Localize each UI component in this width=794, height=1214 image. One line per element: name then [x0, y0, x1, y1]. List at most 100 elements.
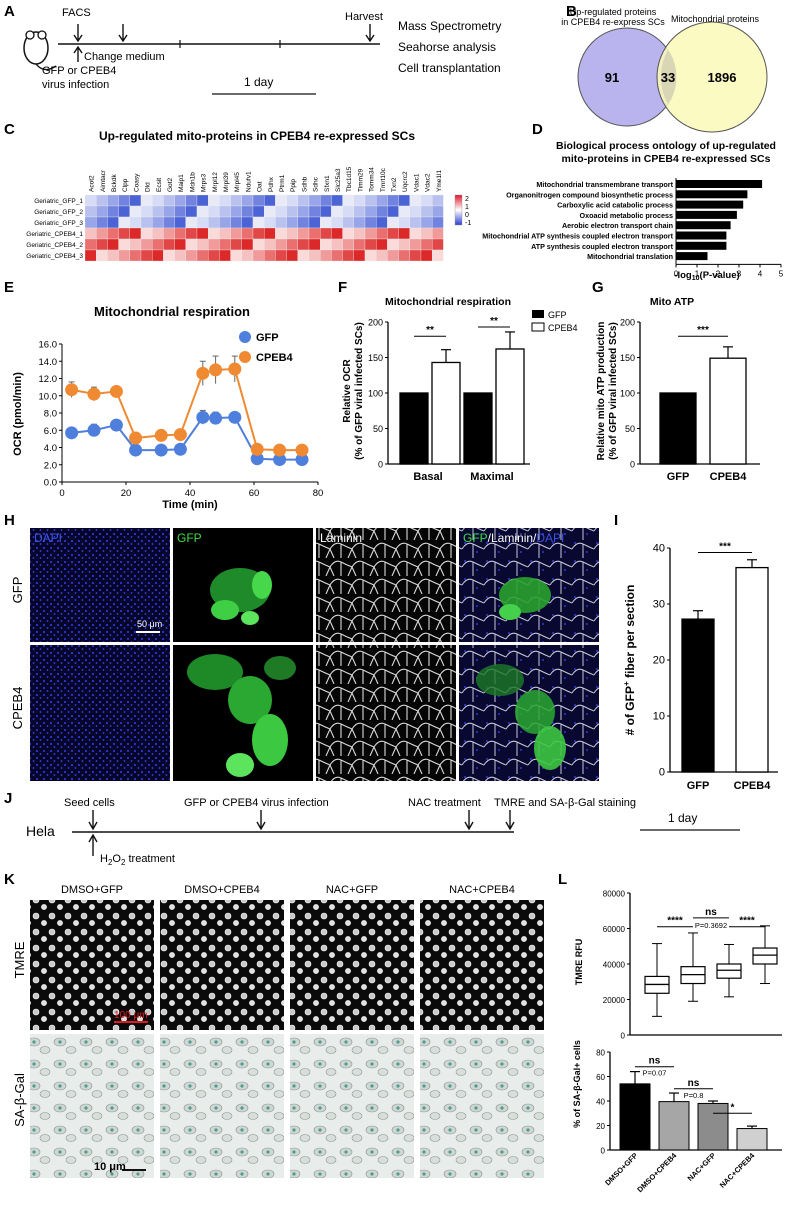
heatmap-cell — [297, 194, 310, 207]
ontology-tick-label: 2 — [716, 269, 721, 278]
heatmap-gene-label: Tmrt10c — [380, 167, 387, 192]
heatmap-cell — [308, 238, 321, 251]
heatmap-cell — [409, 227, 422, 240]
ontology-tick-label: 1 — [695, 269, 700, 278]
heatmap-cell — [96, 205, 108, 218]
heatmap-cell — [96, 194, 108, 207]
ontology-category-label: Organonitrogen compound biosynthetic pro… — [506, 190, 673, 199]
arrow-icon — [88, 833, 98, 856]
readout-2: Cell transplantation — [398, 61, 501, 75]
sagal-sig-label: ns — [649, 1056, 661, 1067]
heatmap-cell — [264, 238, 276, 251]
heatmap-cell — [163, 205, 175, 218]
scalebar-k-top-label: 100 μm — [114, 1010, 148, 1021]
fiber-sig-label: *** — [719, 541, 731, 552]
sagal-y-tick-label: 60 — [596, 1073, 605, 1082]
ocr-point — [250, 442, 264, 456]
ocr-point — [65, 383, 79, 397]
legend-tick-m1: -1 — [465, 220, 471, 227]
ocr-point — [154, 428, 168, 442]
relocr-y-tick-label: 0 — [378, 460, 383, 470]
heatmap-cell — [140, 238, 153, 251]
heatmap-cell — [208, 205, 220, 218]
k-col-label-1: DMSO+CPEB4 — [184, 884, 260, 896]
heatmap-cell — [163, 249, 175, 262]
panel-letter-f: F — [338, 279, 347, 296]
heatmap-cell — [364, 205, 377, 218]
heatmap-gene-label: Bckdk — [111, 174, 118, 192]
venn-overlap-count: 33 — [661, 70, 675, 85]
ocr-y-tick-label: 16.0 — [39, 340, 58, 351]
heatmap-cell — [320, 249, 332, 262]
heatmap-cell — [196, 216, 209, 229]
heatmap-cell — [353, 216, 366, 229]
sagal-pvalue: P=0.07 — [643, 1069, 667, 1078]
heatmap-cell — [353, 227, 366, 240]
heatmap-gene-label: Sfxn1 — [324, 175, 331, 192]
ontology-bars: Mitochondrial transmembrane transportOrg… — [482, 178, 784, 278]
heatmap-cell — [252, 216, 265, 229]
ocr-point — [295, 443, 309, 457]
panel-letter-a: A — [4, 3, 15, 20]
image-tmre-0 — [30, 900, 154, 1030]
heatmap-gene-label: Ptrm1 — [279, 174, 286, 192]
relocr-bar — [431, 361, 461, 465]
fiber-ylabel: # of GFP+ fiber per section — [622, 585, 637, 736]
heatmap-cell — [219, 205, 231, 218]
panel-letter-g: G — [592, 279, 604, 296]
heatmap-cell — [185, 227, 198, 240]
merge-fibers-top — [499, 577, 551, 620]
arrow-icon — [88, 810, 98, 831]
col-label-dapi: DAPI — [34, 531, 62, 545]
ocr-y-tick-label: 8.0 — [44, 409, 57, 420]
heatmap-cell — [185, 238, 198, 251]
heatmap-cell — [432, 205, 444, 218]
ocr-point — [87, 387, 101, 401]
tmre-sig-label: **** — [739, 916, 755, 927]
legend-gfp-label: GFP — [256, 332, 279, 344]
heatmap-gene-label: Ppip — [290, 179, 297, 192]
ontology-bar — [676, 241, 727, 250]
ontology-tick-label: 3 — [737, 269, 742, 278]
heatmap-cell — [241, 249, 254, 262]
heatmap-cell — [398, 194, 410, 207]
heatmap-cell — [241, 205, 254, 218]
heatmap-gene-labels: Acot2 Aimtacr Bckdk Clpp Coasy Dld Ecsit Got2 Ma… — [89, 166, 443, 192]
heatmap-cell — [275, 216, 287, 229]
sagal-category-label: DMSO+CPEB4 — [635, 1150, 679, 1194]
heatmap-cell — [286, 238, 298, 251]
heatmap-cell — [364, 227, 377, 240]
heatmap-cell — [196, 227, 209, 240]
sagal-y-tick-label: 0 — [601, 1147, 606, 1156]
heatmap-row-label: Geriatric_CPEB4_1 — [26, 231, 83, 238]
heatmap-cell — [275, 227, 287, 240]
atp-y-tick-label: 200 — [620, 318, 635, 328]
heatmap-cell — [409, 249, 422, 262]
heatmap-row-label: Geriatric_CPEB4_2 — [26, 242, 83, 249]
ontology-category-label: Mitochondrial transmembrane transport — [536, 180, 673, 189]
heatmap-cell — [364, 249, 377, 262]
heatmap-cell — [230, 205, 242, 218]
heatmap-cell — [107, 227, 119, 240]
ocr-y-tick-label: 2.0 — [44, 460, 57, 471]
venn-left-label-1: Up-regulated proteins — [570, 7, 657, 17]
heatmap-cell — [353, 238, 366, 251]
heatmap-cell — [264, 194, 276, 207]
heatmap-cell — [420, 205, 433, 218]
ocr-y-tick-label: 6.0 — [44, 426, 57, 437]
atp-title: Mito ATP — [650, 296, 694, 308]
heatmap-cell — [96, 249, 108, 262]
panel-letter-c: C — [4, 121, 15, 138]
heatmap-cell — [364, 238, 377, 251]
panel-i-gfp-fibers: I 0 10 20 30 40 GFP CPEB4 *** # of GFP+ fiber p… — [614, 512, 778, 792]
heatmap-cell — [286, 216, 298, 229]
heatmap-cell — [118, 216, 130, 229]
heatmap-cell — [398, 205, 410, 218]
sagal-bar — [619, 1083, 651, 1151]
heatmap-row-label: Geriatric_GFP_1 — [34, 198, 83, 205]
heatmap-cell — [420, 216, 433, 229]
ocr-x-tick-label: 20 — [121, 488, 132, 499]
atp-y-tick-label: 100 — [620, 389, 635, 399]
ocr-point — [250, 452, 264, 466]
relocr-ylabel-1: Relative OCR — [342, 359, 353, 423]
